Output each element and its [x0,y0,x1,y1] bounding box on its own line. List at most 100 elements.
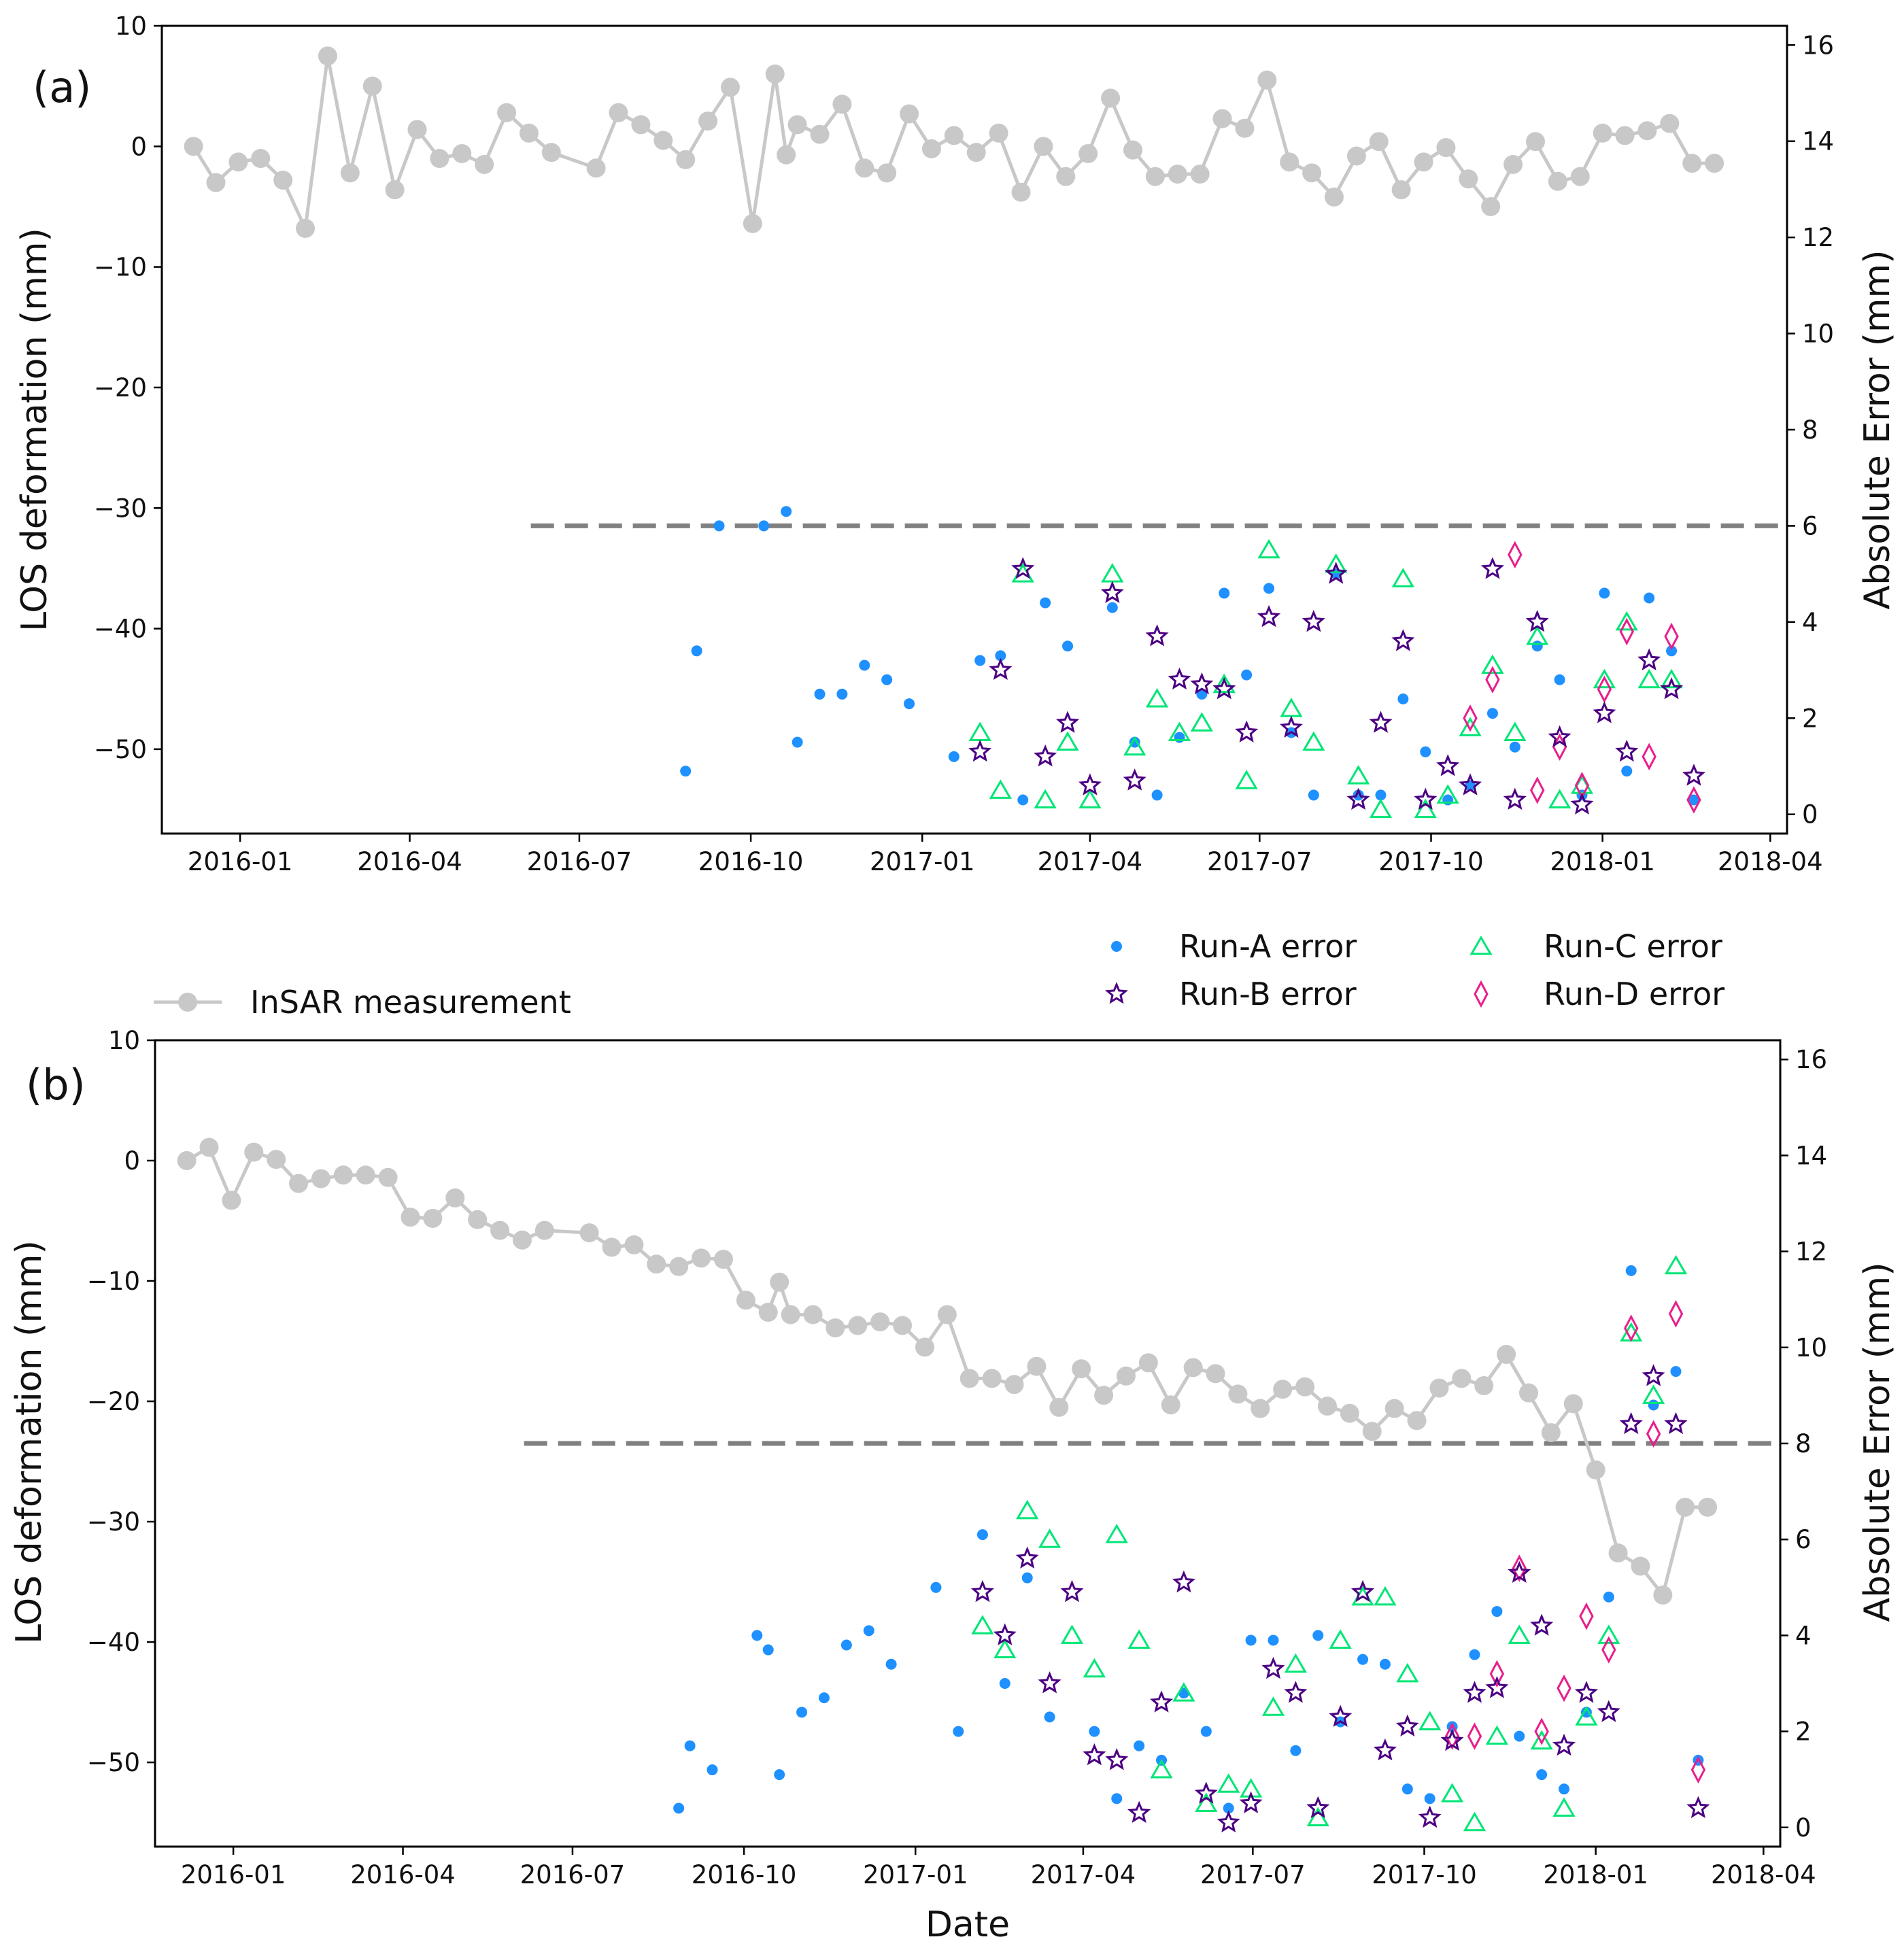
y-tick-label: −10 [94,253,147,282]
x-tick-label: 2016-07 [527,847,632,876]
insar-point [713,1250,733,1269]
insar-point [787,115,807,135]
insar-point [1676,1497,1695,1517]
run-a-point [673,1802,685,1814]
insar-point [1631,1556,1650,1576]
insar-point [1436,138,1456,158]
run-b-point [1552,1733,1576,1756]
run-b-point [1463,1681,1486,1703]
run-b-point [1593,701,1616,723]
run-a-point [684,1740,696,1751]
run-c-point [1280,698,1303,717]
insar-point [1541,1423,1561,1443]
insar-point [228,152,248,172]
insar-point [1698,1497,1718,1517]
panel-b-y2label: Absolute Error (mm) [1857,1263,1898,1622]
y-tick-label: 0 [131,132,147,161]
run-c-point [1503,721,1527,741]
run-b-point [1637,648,1661,670]
run-a-point [1442,794,1454,806]
run-b-point [1060,1579,1084,1603]
panel-b-ticks-layer: 2016-01 2016-04 2016-07 2016-10 2017-01 2017-… [87,1026,1827,1889]
y-tick-label: −20 [87,1387,140,1416]
insar-point [736,1290,755,1310]
run-a-point [751,1630,763,1641]
run-d-point [1646,1420,1661,1448]
run-b-point [1123,768,1146,791]
run-a-point [1401,1783,1413,1795]
y2-tick-label: 14 [1802,127,1834,156]
insar-point [251,149,271,169]
insar-point [944,126,964,145]
run-b-point [1664,1411,1688,1435]
x-tick-label: 2017-04 [1038,847,1143,876]
y2-tick-label: 12 [1802,223,1834,252]
run-a-point [859,660,870,671]
run-c-point [993,1639,1017,1659]
run-c-point [1642,1384,1665,1404]
x-tick-label: 2016-04 [350,1860,456,1889]
x-tick-label: 2016-07 [520,1860,626,1889]
run-a-point [762,1644,774,1656]
insar-point [289,1174,309,1193]
legend-run-a-label: Run-A error [1179,928,1357,965]
run-c-point [1038,1528,1061,1548]
run-a-point [774,1769,785,1781]
run-b-point [970,1579,994,1603]
run-c-point [1664,1254,1688,1275]
run-a-point [1559,1783,1570,1795]
run-c-point [1329,1629,1352,1649]
run-c-point [1056,731,1079,751]
insar-point [468,1210,488,1229]
insar-point [1452,1369,1472,1388]
insar-point [1503,154,1523,174]
run-c-point [1235,770,1258,789]
x-tick-label: 2017-10 [1378,847,1484,876]
run-c-point [1485,1725,1509,1745]
insar-point [832,95,852,114]
run-b-point [1570,792,1594,815]
legend-run-b-label: Run-B error [1179,976,1357,1012]
insar-point [1346,146,1366,166]
run-b-point [1436,754,1460,776]
insar-point [1608,1543,1628,1563]
run-a-point [1375,789,1387,801]
run-a-point [1040,597,1051,609]
insar-point [982,1369,1002,1388]
run-c-point [1212,673,1236,694]
y-tick-label: −50 [94,735,147,764]
run-b-point [1279,715,1304,738]
insar-point [743,213,762,233]
insar-point [765,64,785,84]
run-b-point [1217,1810,1240,1833]
run-a-point [1089,1726,1100,1737]
insar-point [1302,163,1322,183]
insar-point [1637,121,1657,141]
run-b-point [1329,1705,1353,1727]
insar-point [1563,1394,1583,1414]
run-c-point [971,1615,994,1634]
run-b-point [1548,725,1571,748]
insar-point [222,1191,241,1210]
legend-run-d-marker [1474,980,1489,1008]
insar-point [362,76,382,96]
insar-point [1004,1375,1024,1394]
y2-tick-label: 16 [1795,1045,1827,1074]
insar-point [692,1248,711,1268]
run-c-point [1508,1624,1531,1644]
run-a-point [999,1677,1010,1689]
insar-point [1145,167,1165,186]
run-a-point [953,1726,964,1737]
insar-point [534,1220,554,1240]
run-b-point [1485,1676,1509,1698]
y-tick-label: −30 [94,494,147,523]
insar-point [1586,1460,1605,1479]
run-b-point [1391,629,1415,651]
run-c-point [1597,1624,1620,1644]
insar-point [1518,1383,1538,1403]
run-a-point [713,520,725,532]
insar-point [512,1230,532,1250]
run-d-point [1485,666,1500,694]
run-c-point [1325,553,1348,573]
run-b-point [1055,710,1080,733]
